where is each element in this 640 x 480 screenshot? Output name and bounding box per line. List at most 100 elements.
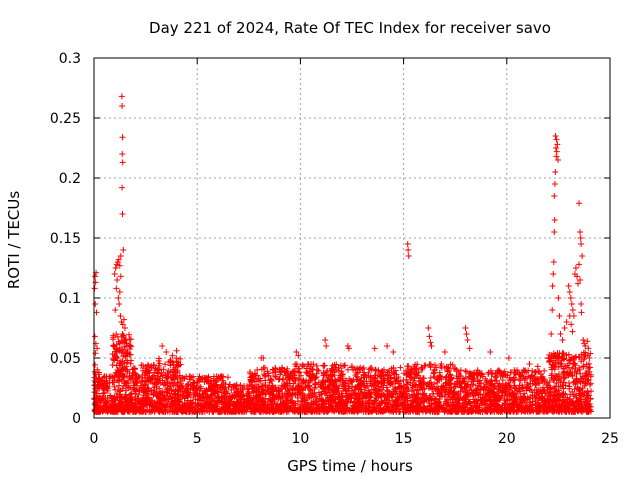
data-point: [111, 373, 118, 380]
data-point: [271, 407, 278, 414]
data-point: [136, 403, 143, 410]
data-point: [237, 391, 244, 398]
data-point: [209, 388, 216, 395]
data-point: [215, 388, 222, 395]
data-point: [210, 408, 217, 415]
data-point: [119, 331, 126, 337]
data-point: [202, 388, 209, 395]
data-point: [232, 382, 239, 389]
data-point: [253, 387, 260, 394]
data-point: [259, 383, 266, 390]
data-point: [110, 342, 117, 349]
data-point: [384, 343, 391, 349]
data-point: [241, 407, 248, 414]
data-point: [176, 398, 183, 405]
data-point: [110, 336, 117, 343]
data-point: [284, 365, 291, 372]
data-point: [261, 371, 268, 378]
data-point: [559, 337, 566, 343]
data-point: [169, 371, 176, 378]
data-point: [441, 349, 448, 355]
data-point: [462, 325, 469, 331]
data-point: [157, 395, 164, 402]
data-point: [199, 408, 206, 415]
data-point: [143, 407, 150, 414]
data-point: [153, 383, 160, 390]
data-point: [232, 406, 239, 413]
data-point: [111, 271, 118, 277]
data-point: [196, 378, 203, 385]
data-point: [487, 349, 494, 355]
data-point: [114, 277, 121, 283]
data-point: [285, 387, 292, 394]
data-point: [169, 407, 176, 414]
data-point: [146, 370, 153, 377]
data-point: [241, 396, 248, 403]
data-point: [205, 404, 212, 411]
data-point: [141, 381, 148, 388]
data-point: [184, 393, 191, 400]
data-point: [247, 368, 253, 375]
data-point: [154, 392, 161, 399]
data-point: [168, 374, 175, 381]
data-point: [117, 313, 124, 319]
data-point: [190, 373, 197, 380]
y-tick-label: 0.2: [59, 171, 81, 187]
y-tick-label: 0.3: [59, 51, 81, 67]
data-point: [120, 365, 127, 372]
data-point: [171, 391, 178, 398]
data-point: [136, 388, 143, 395]
data-point: [204, 394, 211, 401]
data-point: [568, 301, 575, 307]
data-point: [255, 390, 262, 397]
data-point: [256, 408, 263, 415]
data-point: [166, 386, 173, 393]
data-point: [107, 403, 114, 410]
data-point: [112, 348, 119, 355]
data-point: [119, 211, 126, 217]
data-point: [278, 386, 285, 393]
data-point: [112, 307, 119, 313]
data-point: [142, 367, 149, 374]
data-point: [552, 145, 559, 151]
data-point: [111, 357, 118, 364]
data-point: [428, 343, 435, 349]
data-point: [129, 403, 136, 410]
data-point: [203, 401, 210, 408]
data-point: [255, 397, 262, 404]
data-point: [302, 383, 309, 390]
data-point: [124, 350, 131, 357]
data-point: [260, 406, 267, 413]
data-point: [485, 371, 492, 378]
data-point: [577, 235, 584, 241]
data-point: [193, 390, 200, 397]
data-point: [259, 388, 266, 395]
data-point: [279, 376, 286, 383]
data-point: [213, 405, 220, 412]
data-point: [272, 373, 279, 380]
data-point: [91, 285, 98, 292]
data-point: [552, 169, 559, 175]
data-point: [272, 374, 279, 381]
data-point: [115, 382, 122, 389]
data-point: [534, 363, 541, 370]
data-point: [464, 337, 471, 343]
x-tick-label: 0: [90, 431, 99, 447]
data-point: [264, 384, 271, 391]
data-point: [153, 391, 160, 398]
data-point: [194, 400, 201, 407]
data-point: [556, 313, 563, 319]
data-point: [154, 376, 161, 383]
data-point: [226, 381, 233, 388]
data-point: [109, 362, 116, 369]
data-point: [137, 384, 144, 391]
data-point: [254, 401, 261, 408]
data-point: [561, 325, 568, 331]
data-point: [122, 399, 129, 406]
data-point: [133, 374, 140, 381]
data-point: [246, 390, 253, 397]
data-point: [550, 259, 557, 265]
data-point: [320, 362, 327, 369]
data-point: [117, 273, 124, 280]
data-point: [276, 375, 283, 382]
